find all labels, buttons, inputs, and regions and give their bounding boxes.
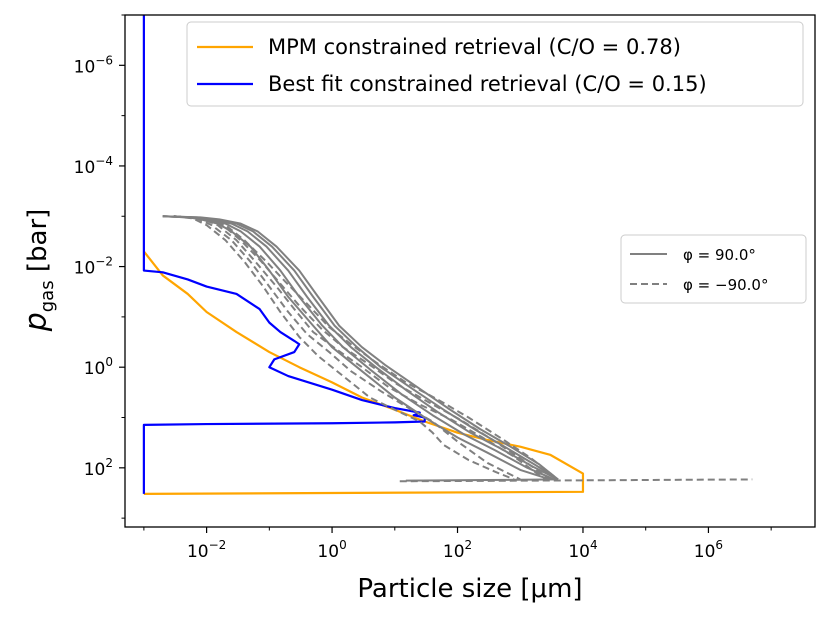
legend-label-mpm: MPM constrained retrieval (C/O = 0.78) [268, 35, 681, 59]
y-axis-label: pgas [bar] [19, 209, 58, 333]
x-axis-label: Particle size [μm] [357, 574, 582, 604]
series-line-8 [173, 215, 515, 481]
legend-label-best-fit: Best fit constrained retrieval (C/O = 0.… [268, 72, 707, 96]
plot-frame [124, 14, 816, 528]
x-tick-label-0: 10−2 [187, 538, 226, 562]
series-line-10 [173, 215, 546, 481]
ticks-layer: 10−2 100 102 104 106 10−6 10−4 10−2 100 102 [74, 14, 772, 562]
legend-label-phi-minus-90: φ = −90.0° [683, 276, 768, 294]
x-tick-label-1: 100 [317, 538, 346, 562]
series-line-1 [142, 15, 426, 494]
series-line-13 [399, 478, 753, 483]
y-tick-label-1: 10−4 [74, 154, 113, 178]
legend-phi: φ = 90.0° φ = −90.0° [620, 234, 807, 304]
x-tick-label-2: 102 [443, 538, 472, 562]
legend-label-phi-90: φ = 90.0° [683, 246, 756, 264]
x-tick-label-3: 104 [568, 538, 597, 562]
series-layer [142, 15, 753, 496]
y-tick-label-3: 100 [84, 355, 113, 379]
x-tick-label-4: 106 [694, 538, 723, 562]
y-tick-label-2: 10−2 [74, 255, 113, 279]
series-line-12 [173, 215, 559, 481]
legend-retrievals: MPM constrained retrieval (C/O = 0.78) B… [186, 21, 804, 107]
y-tick-label-4: 102 [84, 456, 113, 480]
series-line-6 [162, 215, 559, 481]
series-line-9 [173, 215, 521, 481]
y-tick-label-0: 10−6 [74, 53, 113, 77]
series-line-11 [173, 215, 551, 481]
